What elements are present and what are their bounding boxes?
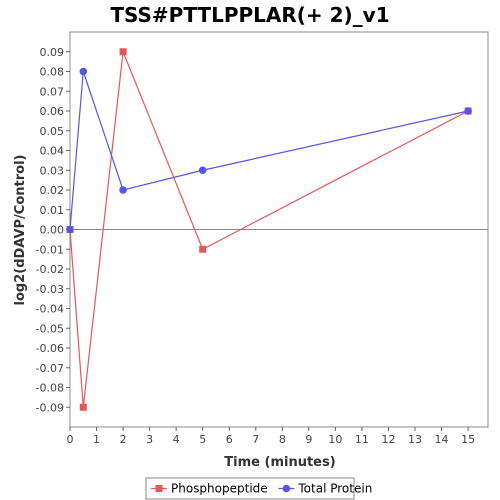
y-tick-label: 0.04	[40, 145, 65, 158]
legend-marker-square	[155, 485, 163, 492]
series-total-protein	[66, 67, 472, 234]
x-tick-label: 13	[408, 433, 422, 446]
y-tick-label: 0.08	[40, 66, 65, 79]
legend: Phosphopeptide Total Protein	[145, 477, 372, 500]
legend-label: Phosphopeptide	[171, 482, 268, 496]
x-tick-label: 14	[435, 433, 449, 446]
x-tick-label: 11	[355, 433, 369, 446]
series-layer	[66, 48, 472, 411]
y-tick-label: -0.03	[36, 283, 64, 296]
x-axis: 0 1 2 3 4 5 6 7 8 9 10 11 12 13 14 15	[67, 427, 475, 446]
data-point-circle	[66, 225, 74, 234]
x-tick-label: 9	[305, 433, 312, 446]
y-axis: 0.09 0.08 0.07 0.06 0.05 0.04 0.03 0.02 0.01 0.00…	[36, 46, 70, 414]
legend-marker-circle	[282, 484, 291, 493]
chart-title: TSS#PTTLPPLAR(+ 2)_v1	[110, 3, 389, 27]
x-tick-label: 15	[461, 433, 475, 446]
x-tick-label: 12	[381, 433, 395, 446]
y-tick-label: -0.01	[36, 243, 64, 256]
y-tick-label: 0.03	[40, 164, 65, 177]
data-point-square	[119, 48, 127, 56]
x-tick-label: 10	[328, 433, 342, 446]
x-tick-label: 1	[93, 433, 100, 446]
data-point-circle	[119, 186, 127, 194]
x-tick-label: 8	[279, 433, 286, 446]
y-tick-label: 0.07	[40, 85, 65, 98]
y-axis-title: log2(dDAVP/Control)	[13, 155, 28, 306]
x-tick-label: 7	[252, 433, 259, 446]
data-point-circle	[198, 166, 207, 175]
y-tick-label: 0.05	[40, 125, 65, 138]
y-tick-label: -0.07	[36, 362, 64, 375]
y-tick-label: -0.06	[36, 342, 64, 355]
x-tick-label: 0	[67, 433, 74, 446]
y-tick-label: 0.01	[40, 204, 65, 217]
legend-item: Total Protein	[278, 482, 372, 496]
y-tick-label: 0.06	[40, 105, 65, 118]
legend-label: Total Protein	[297, 482, 372, 496]
data-point-square	[199, 245, 207, 253]
x-tick-label: 2	[120, 433, 127, 446]
x-tick-label: 3	[146, 433, 153, 446]
y-tick-label: 0.00	[40, 224, 65, 237]
x-tick-label: 4	[173, 433, 180, 446]
y-tick-label: -0.08	[36, 382, 64, 395]
x-axis-title: Time (minutes)	[224, 455, 335, 470]
legend-item: Phosphopeptide	[151, 482, 268, 496]
x-tick-label: 6	[226, 433, 233, 446]
y-tick-label: -0.09	[36, 401, 64, 414]
plot-area	[69, 31, 489, 428]
y-tick-label: -0.02	[36, 263, 64, 276]
y-tick-label: 0.02	[40, 184, 65, 197]
data-point-circle	[79, 67, 88, 76]
y-tick-label: 0.09	[40, 46, 65, 59]
legend-box	[145, 477, 355, 500]
data-point-circle	[464, 107, 472, 115]
y-tick-label: -0.05	[36, 322, 64, 335]
data-point-square	[79, 403, 87, 411]
x-tick-label: 5	[199, 433, 206, 446]
y-tick-label: -0.04	[36, 303, 64, 316]
